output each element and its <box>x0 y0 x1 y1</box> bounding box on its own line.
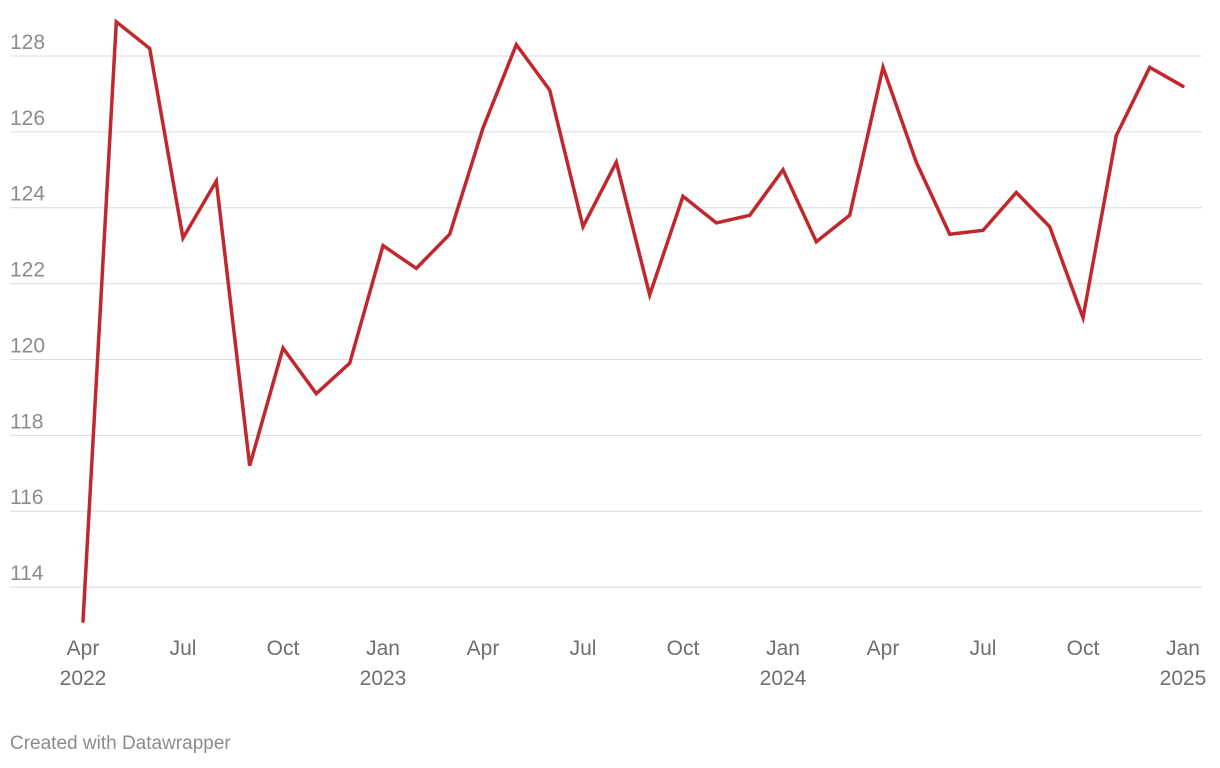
x-tick-label: Apr <box>467 637 500 660</box>
series-line-0 <box>81 18 1185 623</box>
x-tick-label: Jul <box>970 637 997 660</box>
credit-text: Created with Datawrapper <box>10 733 231 754</box>
x-tick-year-label: 2025 <box>1160 667 1207 690</box>
y-tick-label: 116 <box>10 486 43 509</box>
x-axis: Apr 2022 Jul Oct Jan 2023 Apr Jul Oct Jan 2024 Apr J… <box>60 637 1207 690</box>
x-tick-year-label: 2022 <box>60 667 107 690</box>
y-tick-label: 128 <box>10 31 45 54</box>
y-tick-label: 126 <box>10 107 45 130</box>
x-tick-label: Jan <box>1166 637 1200 660</box>
series-layer <box>81 18 1185 623</box>
x-tick-label: Oct <box>267 637 300 660</box>
x-tick-label: Jan <box>366 637 400 660</box>
x-tick-label: Jul <box>570 637 597 660</box>
x-tick-label: Oct <box>1067 637 1100 660</box>
y-tick-label: 124 <box>10 183 45 206</box>
x-tick-year-label: 2023 <box>360 667 407 690</box>
x-tick-label: Apr <box>67 637 100 660</box>
y-tick-label: 122 <box>10 259 45 282</box>
grid-layer <box>10 55 1202 588</box>
x-tick-label: Jan <box>766 637 800 660</box>
y-tick-label: 120 <box>10 334 45 357</box>
x-tick-year-label: 2024 <box>760 667 807 690</box>
y-tick-label: 114 <box>10 562 44 585</box>
x-tick-label: Apr <box>867 637 900 660</box>
x-tick-label: Jul <box>170 637 197 660</box>
y-axis: 114 116 118 120 122 124 126 128 <box>10 31 45 585</box>
y-tick-label: 118 <box>10 410 43 433</box>
x-tick-label: Oct <box>667 637 700 660</box>
